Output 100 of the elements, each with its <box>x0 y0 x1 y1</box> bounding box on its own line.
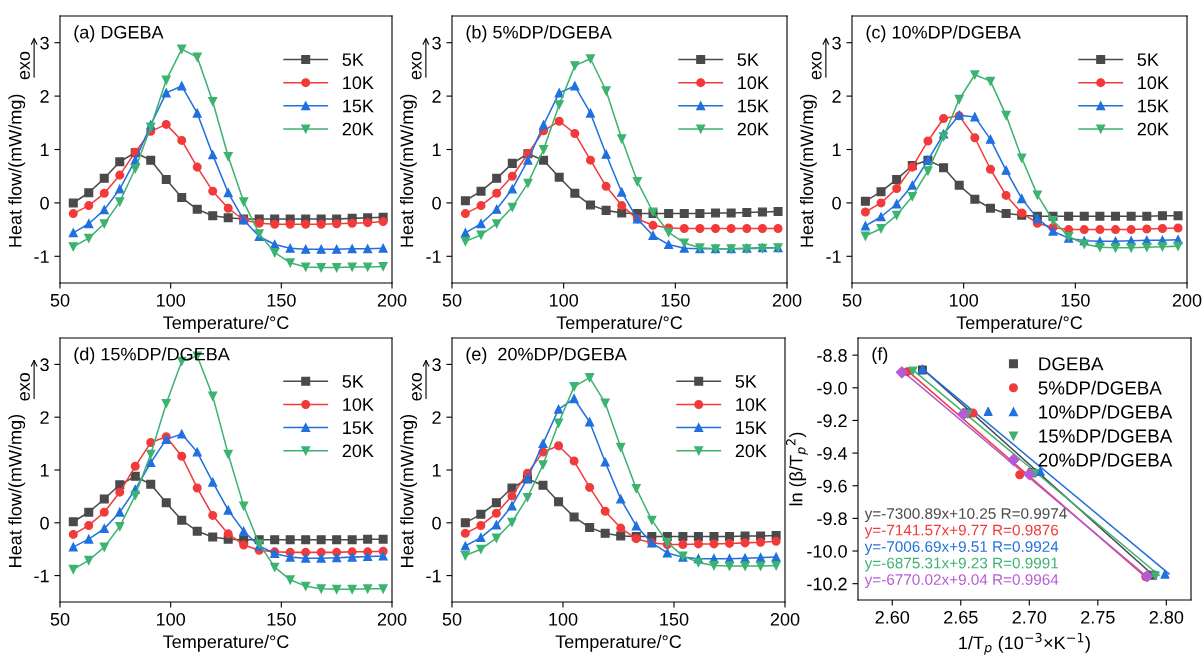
y-tick-label: 2 <box>432 90 441 103</box>
y-axis-title: Heat flow/(mW/mg) <box>400 414 418 567</box>
legend-label: 15K <box>738 99 769 113</box>
y-tick-label: 0 <box>40 516 49 530</box>
x-tick-label: 50 <box>50 612 70 626</box>
y-tick-label: 1 <box>832 143 841 157</box>
x-tick-label: 200 <box>377 293 407 307</box>
y-tick-label: 1 <box>40 143 49 157</box>
text: exo <box>20 373 30 401</box>
legend-label: 10K <box>738 76 769 90</box>
x-tick-label: 150 <box>267 612 296 626</box>
y-tick-label: 0 <box>432 196 441 210</box>
text: exo <box>20 51 30 80</box>
legend-label: 20K <box>1137 122 1169 136</box>
x-tick-label: 2.60 <box>875 610 910 624</box>
legend-label: 15K <box>343 421 374 435</box>
x-tick-label: 150 <box>661 293 690 307</box>
x-axis-title: 1/T$_{p}$ (10$^{−3}$×K$^{−1}$) <box>959 632 1090 655</box>
x-tick-label: 100 <box>949 293 979 307</box>
x-tick-label: 2.80 <box>1149 610 1184 624</box>
y-tick-label: -1 <box>426 250 441 263</box>
x-tick-label: 200 <box>770 612 800 626</box>
x-tick-label: 2.65 <box>944 610 978 624</box>
y-tick-label: 0 <box>432 516 441 530</box>
chart-title: (a) DGEBA <box>74 25 164 43</box>
y-axis-title: Heat flow/(mW/mg) <box>8 414 26 567</box>
x-axis-title: Temperature/°C <box>555 634 682 652</box>
y-tick-label: -8.8 <box>817 349 847 362</box>
legend-label: 15K <box>1138 99 1169 113</box>
x-tick-label: 2.70 <box>1012 610 1047 624</box>
x-tick-label: 100 <box>549 612 578 626</box>
legend-label: 5K <box>342 375 364 388</box>
y-tick-label: 1 <box>432 143 441 157</box>
legend-label: 20K <box>342 122 374 136</box>
chart-title: (e) 20%DP/DGEBA <box>466 347 627 365</box>
legend-label: 15K <box>736 421 767 435</box>
y-tick-label: 2 <box>40 90 49 103</box>
legend-label: 5K <box>737 53 759 67</box>
y-tick-label: 1 <box>40 464 49 477</box>
chart-title: (f) <box>872 347 888 364</box>
y-axis-title: Heat flow/(mW/mg) <box>8 94 26 247</box>
x-tick-label: 100 <box>549 293 579 307</box>
y-tick-label: -1 <box>34 569 49 583</box>
x-tick-label: 100 <box>156 293 186 307</box>
x-tick-label: 50 <box>442 293 462 307</box>
x-tick-label: 50 <box>50 293 70 307</box>
x-tick-label: 200 <box>377 612 407 626</box>
legend-label: 10K <box>1138 76 1169 90</box>
x-tick-label: 200 <box>772 293 802 307</box>
y-tick-label: 3 <box>432 36 441 50</box>
y-tick-label: 2 <box>832 90 841 103</box>
y-tick-label: -1 <box>34 250 49 263</box>
y-tick-label: 2 <box>40 411 49 424</box>
x-axis-title: Temperature/°C <box>556 315 683 333</box>
x-axis-title: Temperature/°C <box>956 315 1083 333</box>
annotation: y=-6770.02x+9.04 R=0.9964 <box>864 574 1059 588</box>
y-tick-label: -10.2 <box>807 577 847 591</box>
y-tick-label: -9.4 <box>817 447 848 460</box>
text: exo <box>411 51 422 80</box>
y-tick-label: 3 <box>432 358 441 372</box>
y-tick-label: -9.6 <box>817 479 847 493</box>
annotation: y=-7006.69x+9.51 R=0.9924 <box>864 541 1059 555</box>
x-tick-label: 100 <box>156 612 186 626</box>
y-tick-label: 0 <box>40 196 49 210</box>
y-tick-label: 1 <box>432 464 441 477</box>
x-axis-title: Temperature/°C <box>163 634 289 652</box>
chart-title: (d) 15%DP/DGEBA <box>74 347 230 365</box>
y-axis-title: Heat flow/(mW/mg) <box>399 94 417 247</box>
legend-label: 20K <box>737 122 769 136</box>
y-tick-label: -9.8 <box>817 512 847 526</box>
y-tick-label: 3 <box>40 358 49 372</box>
y-axis-title: ln (β/T$_{p}$$^{2}$) <box>786 432 808 506</box>
chart-title: (b) 5%DP/DGEBA <box>466 25 612 43</box>
annotation: y=-6875.31x+9.23 R=0.9991 <box>864 557 1059 572</box>
legend-label: 5%DP/DGEBA <box>1038 380 1162 395</box>
legend-label: 5K <box>342 53 364 67</box>
chart-title: (c) 10%DP/DGEBA <box>866 25 1021 43</box>
y-axis-title: Heat flow/(mW/mg) <box>799 94 817 247</box>
y-tick-label: -1 <box>826 250 841 263</box>
y-tick-label: 2 <box>432 411 441 424</box>
legend-label: 10K <box>343 398 374 411</box>
legend-label: 15%DP/DGEBA <box>1039 428 1173 443</box>
legend-label: 10K <box>343 76 374 90</box>
annotation: y=-7141.57x+9.77 R=0.9876 <box>864 524 1059 539</box>
x-tick-label: 150 <box>660 612 689 626</box>
text: exo <box>811 51 822 80</box>
x-tick-label: 200 <box>1172 293 1202 307</box>
y-tick-label: -1 <box>426 569 441 583</box>
y-tick-label: -10.0 <box>807 544 847 558</box>
y-tick-label: -9.2 <box>817 414 847 428</box>
y-tick-label: -9.0 <box>817 381 847 395</box>
legend-label: 10K <box>736 398 767 411</box>
y-tick-label: 0 <box>832 196 841 210</box>
x-tick-label: 50 <box>842 293 862 307</box>
annotation: y=-7300.89x+10.25 R=0.9974 <box>864 508 1067 522</box>
x-tick-label: 150 <box>1061 293 1090 307</box>
legend-label: 20%DP/DGEBA <box>1038 452 1173 467</box>
x-tick-label: 150 <box>267 293 296 307</box>
legend-label: 15K <box>343 99 374 113</box>
x-tick-label: 2.75 <box>1081 610 1115 624</box>
